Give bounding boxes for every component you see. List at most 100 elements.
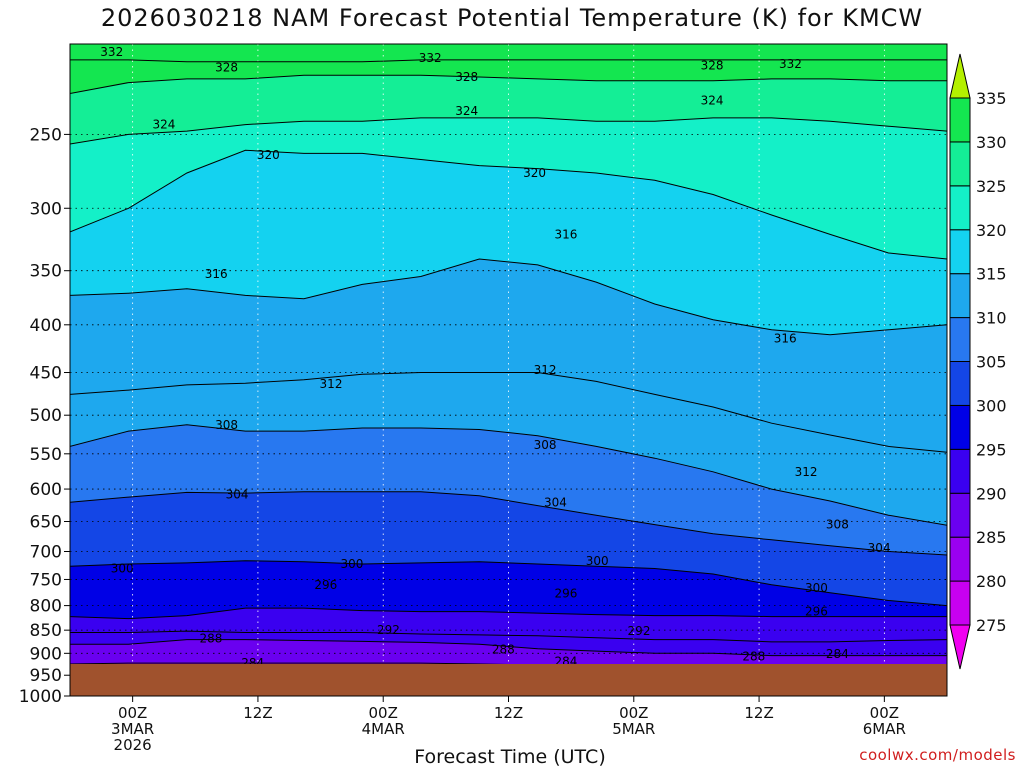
colorbar-box-320	[949, 185, 971, 231]
y-tick-label-850: 850	[30, 621, 62, 641]
colorbar: 275 280 285 290 295 300 305 310 315 320 325 330 335	[949, 53, 1007, 670]
isentrope-328	[70, 74, 947, 94]
x-tick-label-h18: 12Z	[243, 704, 272, 722]
contour-label-324: 324	[455, 104, 478, 118]
y-tick-label-500: 500	[30, 406, 62, 426]
contour-label-312: 312	[320, 377, 343, 391]
contour-label-284: 284	[241, 656, 264, 670]
y-tick-label-600: 600	[30, 480, 62, 500]
contour-label-292: 292	[628, 624, 651, 638]
contour-label-320: 320	[523, 166, 546, 180]
contour-label-308: 308	[826, 518, 849, 532]
contour-label-296: 296	[314, 578, 337, 592]
colorbar-box-280	[949, 536, 971, 582]
y-tick-label-350: 350	[30, 262, 62, 282]
colorbar-box-310	[949, 273, 971, 319]
contour-label-316: 316	[774, 332, 797, 346]
contour-label-312: 312	[534, 363, 557, 377]
colorbar-label-305: 305	[976, 353, 1007, 372]
contour-label-308: 308	[215, 418, 238, 432]
colorbar-box-315	[949, 229, 971, 275]
contour-label-312: 312	[795, 465, 818, 479]
credit-link[interactable]: coolwx.com/models	[859, 746, 1016, 764]
isentropes: 2762802802842842842882882882922922962962…	[70, 45, 947, 670]
colorbar-box-285	[949, 492, 971, 538]
x-tick-label-h6: 2026	[114, 736, 152, 754]
isentrope-320	[70, 149, 947, 260]
contour-label-316: 316	[554, 227, 577, 241]
y-tick-label-700: 700	[30, 543, 62, 563]
isentrope-304	[70, 491, 947, 556]
isentrope-296	[70, 607, 947, 620]
x-tick-label-h30: 00Z	[369, 704, 398, 722]
colorbar-box-290	[949, 448, 971, 494]
colorbar-label-310: 310	[976, 309, 1007, 328]
contour-label-304: 304	[544, 495, 567, 509]
contour-label-288: 288	[492, 643, 515, 657]
contour-label-304: 304	[868, 541, 891, 555]
y-tick-label-800: 800	[30, 597, 62, 617]
colorbar-label-325: 325	[976, 177, 1007, 196]
contour-label-324: 324	[153, 118, 176, 132]
colorbar-label-300: 300	[976, 396, 1007, 415]
x-tick-label-h6: 00Z	[118, 704, 147, 722]
contour-label-328: 328	[701, 59, 724, 73]
isentrope-316	[70, 258, 947, 336]
contour-label-300: 300	[111, 562, 134, 576]
colorbar-label-295: 295	[976, 440, 1007, 459]
isentrope-332	[70, 59, 947, 63]
colorbar-box-295	[949, 404, 971, 450]
contour-label-300: 300	[805, 581, 828, 595]
y-axis: 250 300 350 400 450 500 550 600 650 700 750 800 850 9…	[19, 125, 70, 707]
colorbar-box-325	[949, 141, 971, 187]
colorbar-box-300	[949, 361, 971, 406]
y-tick-label-950: 950	[30, 666, 62, 686]
isentrope-312	[70, 372, 947, 453]
contour-label-332: 332	[100, 45, 123, 59]
x-tick-label-h78: 6MAR	[863, 720, 906, 738]
colorbar-label-335: 335	[976, 89, 1007, 108]
contour-label-320: 320	[257, 148, 280, 162]
colorbar-box-330	[949, 97, 971, 143]
x-tick-label-h78: 00Z	[870, 704, 899, 722]
x-tick-label-h6: 3MAR	[111, 720, 154, 738]
contour-label-296: 296	[805, 605, 828, 619]
isentrope-308	[70, 424, 947, 526]
colorbar-label-315: 315	[976, 265, 1007, 284]
y-tick-label-300: 300	[30, 199, 62, 219]
contour-label-296: 296	[554, 586, 577, 600]
x-tick-label-h42: 12Z	[494, 704, 523, 722]
y-tick-label-400: 400	[30, 316, 62, 336]
colorbar-label-275: 275	[976, 616, 1007, 635]
y-tick-label-650: 650	[30, 512, 62, 532]
x-tick-label-h54: 5MAR	[612, 720, 655, 738]
contour-label-324: 324	[701, 94, 724, 108]
contour-label-328: 328	[455, 70, 478, 84]
contour-label-300: 300	[340, 557, 363, 571]
contour-label-292: 292	[377, 623, 400, 637]
isentrope-284	[70, 662, 512, 664]
y-tick-label-900: 900	[30, 644, 62, 664]
y-tick-label-250: 250	[30, 125, 62, 145]
y-tick-label-550: 550	[30, 445, 62, 465]
contour-label-308: 308	[534, 438, 557, 452]
colorbar-label-330: 330	[976, 133, 1007, 152]
isentrope-324	[70, 117, 947, 145]
colorbar-min-arrow	[949, 624, 971, 670]
colorbar-max-arrow	[949, 53, 971, 99]
contour-label-300: 300	[586, 554, 609, 568]
x-tick-label-h66: 12Z	[744, 704, 773, 722]
isentrope-292	[70, 630, 947, 643]
y-tick-label-750: 750	[30, 570, 62, 590]
contour-label-284: 284	[554, 654, 577, 668]
contour-label-288: 288	[742, 649, 765, 663]
colorbar-label-290: 290	[976, 484, 1007, 503]
x-axis-label: Forecast Time (UTC)	[414, 746, 606, 768]
contour-label-288: 288	[199, 632, 222, 646]
x-tick-label-h54: 00Z	[619, 704, 648, 722]
colorbar-box-275	[949, 580, 971, 626]
contour-label-328: 328	[215, 61, 238, 75]
contour-label-316: 316	[205, 267, 228, 281]
y-tick-label-450: 450	[30, 364, 62, 384]
